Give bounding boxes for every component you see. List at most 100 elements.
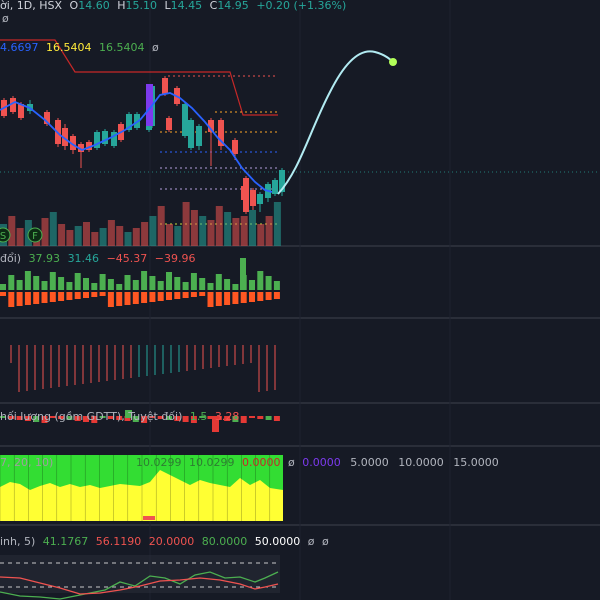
pane2-up-bar [166, 272, 172, 290]
pane4-bar [149, 416, 156, 418]
pane4-bar [240, 416, 247, 423]
pane2-down-bar [174, 292, 181, 299]
close-label: C [209, 0, 218, 12]
volume-bar [132, 228, 140, 246]
volume-bar [149, 216, 157, 246]
candle-body [44, 112, 50, 124]
forecast-target-dot[interactable] [389, 58, 397, 66]
volume-bar [232, 218, 240, 246]
pane2-down-bar [249, 292, 255, 302]
pane6-k-line [0, 571, 279, 600]
pane2-up-bar [16, 280, 23, 290]
pane5-legend[interactable]: 7, 20, 10) [0, 456, 53, 469]
pane4-bar [16, 416, 23, 420]
volume-bar [8, 216, 16, 246]
candle-body [188, 120, 194, 148]
pane2-up-bar [33, 276, 40, 290]
pane2-down-bar [0, 292, 6, 296]
symbol-header[interactable]: ời, 1D, HSX O14.60 H15.10 L14.45 C14.95 … [0, 0, 346, 12]
pane2-down-bar [157, 292, 164, 301]
low-value: 14.45 [170, 0, 203, 12]
candle-body [86, 142, 92, 150]
volume-bar [199, 216, 207, 246]
pane4-bar [58, 416, 65, 419]
pane2-up-bar [215, 274, 222, 290]
open-value: 14.60 [78, 0, 110, 12]
candle-body-highlight [146, 84, 153, 126]
pane2-up-bar [83, 278, 89, 290]
pane2-down-bar [116, 292, 123, 306]
candle-body [196, 126, 202, 146]
indicator-values-row[interactable]: 4.6697 16.5404 16.5404 ø [0, 41, 159, 54]
pane4-bar [91, 416, 98, 423]
pane6-d-line [0, 576, 279, 595]
pane4-legend[interactable]: hối lượng (gồm GDTT), Tuyệt đối) 1.5 3.2… [0, 410, 239, 423]
pane4-bar [174, 416, 181, 421]
candle-body [218, 120, 224, 146]
pane2-down-bar [224, 292, 231, 305]
pane4-bar-deep [212, 416, 219, 432]
volume-bar [58, 224, 66, 246]
pane5-values[interactable]: 10.0299 10.0299 0.0000 ø 0.0000 5.0000 1… [136, 456, 499, 469]
pane2-down-bar [99, 292, 106, 296]
pane5-value-3: 0.0000 [242, 456, 281, 469]
volume-bar [16, 228, 24, 246]
price-pane[interactable]: S F [0, 39, 600, 246]
pane2-down-bar [41, 292, 48, 303]
pane2-up-bar [91, 283, 98, 290]
candle-body [70, 136, 76, 150]
pane2-down-bar [240, 292, 247, 303]
pane5-scale-2: 10.0000 [398, 456, 444, 469]
pane2-down-bar [141, 292, 148, 303]
pane5-stacked-area [0, 455, 283, 521]
pane2-legend[interactable]: đổi) 37.93 31.46 −45.37 −39.96 [0, 252, 196, 265]
candle-body [241, 186, 247, 200]
candle-body [272, 180, 278, 194]
candle-body [94, 132, 100, 148]
pane2-down-bar [66, 292, 73, 300]
pane2-value-1: 37.93 [28, 252, 61, 265]
candle-body [78, 144, 84, 152]
volume-bar [207, 220, 215, 246]
volume-bar [257, 224, 265, 246]
pane2-down-bar [83, 292, 89, 298]
pane2-up-bar [116, 284, 123, 290]
pane2-up-bar [257, 271, 264, 290]
pane2-up-bar [207, 283, 214, 290]
pane4-bar [124, 416, 131, 421]
indicator-value-1: 4.6697 [0, 41, 39, 54]
pane2-down-bar [215, 292, 222, 306]
pane2-up-bar [99, 274, 106, 290]
pane2-down-bar [132, 292, 139, 304]
volume-bar [190, 210, 198, 246]
indicator-null-symbol: ø [152, 41, 159, 54]
pane5-green-area [0, 455, 283, 490]
event-marker-f[interactable] [27, 227, 43, 243]
change-value: +0.20 (+1.36%) [256, 0, 347, 12]
event-marker-s[interactable] [0, 227, 11, 243]
candle-body [208, 120, 214, 132]
pane2-down-bar [265, 292, 272, 300]
pane4-bar [74, 416, 81, 421]
pane6-legend[interactable]: inh, 5) 41.1767 56.1190 20.0000 80.0000 … [0, 535, 329, 548]
pane2-up-bar [182, 282, 189, 290]
pane2-histogram [0, 258, 280, 307]
pane2-down-bar [8, 292, 15, 307]
pane2-down-bar [49, 292, 56, 302]
pane5-grid [0, 455, 271, 521]
pane4-bar [190, 416, 197, 423]
pane5-value-5: 0.0000 [302, 456, 341, 469]
pane2-up-bar [49, 272, 56, 290]
volume-bar [249, 210, 256, 246]
candle-body [126, 114, 132, 130]
volume-bar [182, 202, 190, 246]
candle-body [18, 104, 24, 118]
pane2-up-bar [174, 277, 181, 290]
volume-bar [157, 206, 165, 246]
pane4-bar [49, 416, 56, 418]
pane4-bar [83, 416, 89, 422]
pane4-bar-tall [125, 410, 132, 418]
pane2-down-bar [207, 292, 214, 307]
volume-bar [215, 206, 223, 246]
